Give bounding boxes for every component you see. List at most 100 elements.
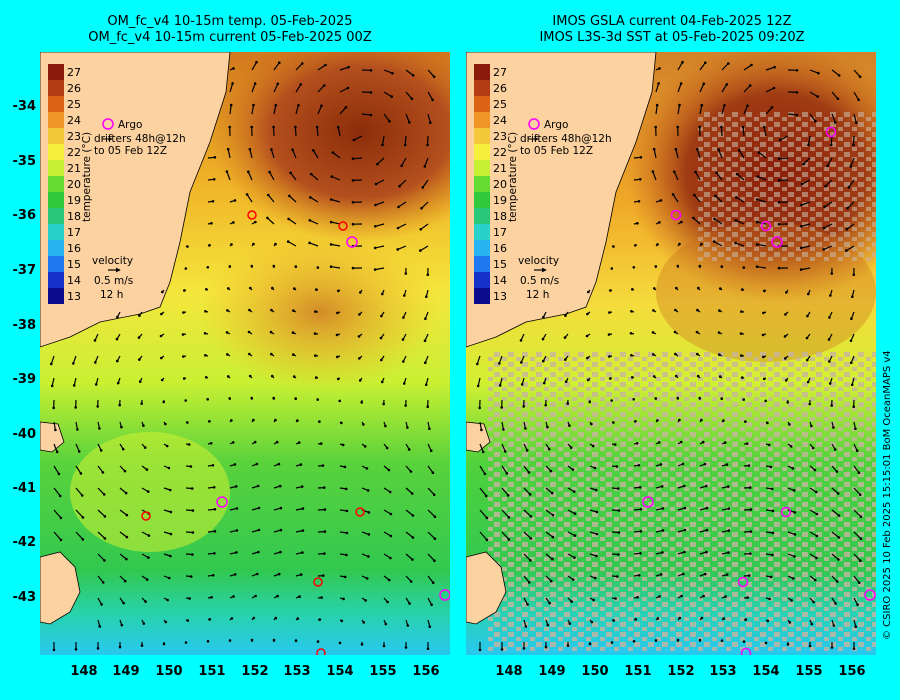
no-data-cloud-mask (486, 352, 876, 652)
current-vector-arrow (801, 201, 811, 206)
current-vector-head (659, 573, 663, 576)
current-vector-arrow (97, 465, 104, 473)
current-vector-arrow (831, 113, 836, 123)
current-vector-arrow (399, 179, 407, 187)
current-vector-arrow (317, 85, 325, 93)
current-vector-head (115, 337, 119, 341)
current-vector-head (209, 442, 213, 445)
float-markers (642, 126, 876, 655)
current-vector-arrow (831, 553, 839, 560)
current-vector-head (55, 450, 59, 454)
drifter-marker (316, 648, 326, 655)
current-vector-arrow (295, 84, 302, 93)
current-vector-head (590, 422, 593, 426)
current-vector-head (289, 171, 292, 175)
current-vector-head (142, 424, 145, 427)
current-vector-head (679, 82, 683, 85)
current-vector-head (813, 578, 817, 582)
current-vector-head (700, 242, 703, 246)
drifter-marker (247, 210, 257, 220)
current-vector-head (272, 396, 275, 400)
current-vector-arrow (330, 243, 341, 247)
current-vector-head (213, 530, 217, 533)
current-vectors (476, 60, 863, 652)
current-vector-head (784, 357, 787, 360)
current-vector-head (654, 265, 658, 268)
lon-label: 151 (624, 664, 652, 679)
current-vector-arrow (721, 84, 728, 93)
flinders-island (466, 421, 491, 453)
current-vector-arrow (763, 127, 767, 137)
current-vector-arrow (743, 105, 749, 115)
current-vector-arrow (736, 173, 745, 181)
current-vector-head (274, 418, 277, 422)
current-vector-head (703, 572, 707, 576)
current-vector-arrow (419, 245, 429, 252)
svg-text:13: 13 (67, 290, 81, 303)
current-vector-arrow (267, 194, 275, 203)
current-vector-arrow (845, 245, 855, 252)
current-vector-head (852, 647, 856, 650)
current-vector-arrow (831, 509, 840, 516)
current-vector-head (788, 423, 791, 426)
current-vector-head (252, 418, 255, 422)
current-vector-head (425, 295, 428, 298)
current-vector-head (527, 471, 531, 474)
lon-label: 156 (412, 664, 440, 679)
current-vector-arrow (735, 219, 745, 225)
copyright-notice: © CSIRO 2025 10 Feb 2025 15:15:01 BoM Oc… (882, 350, 893, 640)
current-vector-head (792, 489, 796, 492)
current-vector-arrow (501, 487, 509, 496)
current-vector-head (742, 266, 746, 269)
current-vector-head (850, 361, 853, 365)
current-vector-arrow (331, 221, 341, 225)
current-vector-head (266, 216, 269, 220)
current-vector-head (225, 331, 229, 334)
current-vector-head (524, 625, 528, 628)
current-vector-arrow (523, 553, 531, 561)
current-vector-head (674, 374, 678, 378)
current-vector-arrow (361, 113, 371, 116)
current-vector-head (636, 222, 639, 225)
current-vector-head (318, 618, 322, 621)
current-vector-head (358, 357, 361, 360)
current-vector-head (230, 419, 233, 422)
current-vector-head (408, 121, 411, 124)
current-vector-head (120, 425, 123, 429)
current-vector-head (612, 619, 616, 622)
current-vector-head (271, 286, 274, 290)
right-colorbar-ticks: 27 26 25 24 23 22 21 20 19 18 17 16 15 1… (493, 66, 507, 303)
current-vector-head (274, 242, 277, 246)
current-vector-head (253, 440, 257, 444)
current-vector-head (116, 359, 119, 363)
current-vector-head (681, 60, 684, 64)
current-vector-arrow (825, 179, 833, 187)
lon-label: 148 (495, 664, 523, 679)
current-vector-arrow (523, 487, 531, 495)
current-vector-head (756, 198, 759, 201)
current-vector-arrow (339, 87, 349, 93)
current-vector-head (852, 273, 856, 276)
current-vector-head (701, 440, 705, 444)
current-vector-head (608, 311, 611, 314)
current-vector-head (850, 383, 854, 387)
argo-legend-icon (102, 118, 114, 130)
current-vector-arrow (427, 553, 435, 562)
current-vector-head (81, 538, 85, 541)
current-vector-arrow (332, 152, 341, 159)
current-vector-head (483, 472, 487, 476)
current-vector-head (342, 597, 345, 601)
current-vector-head (292, 353, 295, 356)
current-vector-head (426, 405, 430, 409)
current-vector-arrow (426, 135, 429, 146)
left-colorbar (48, 64, 64, 304)
current-vector-head (566, 644, 570, 647)
current-vector-head (755, 220, 759, 224)
velocity-legend-label: velocity (92, 255, 133, 267)
current-vector-head (235, 529, 239, 532)
current-vector-arrow (853, 575, 860, 584)
current-vector-head (830, 272, 834, 275)
current-vector-head (212, 178, 216, 181)
current-vector-head (799, 246, 803, 250)
svg-text:26: 26 (67, 82, 81, 95)
